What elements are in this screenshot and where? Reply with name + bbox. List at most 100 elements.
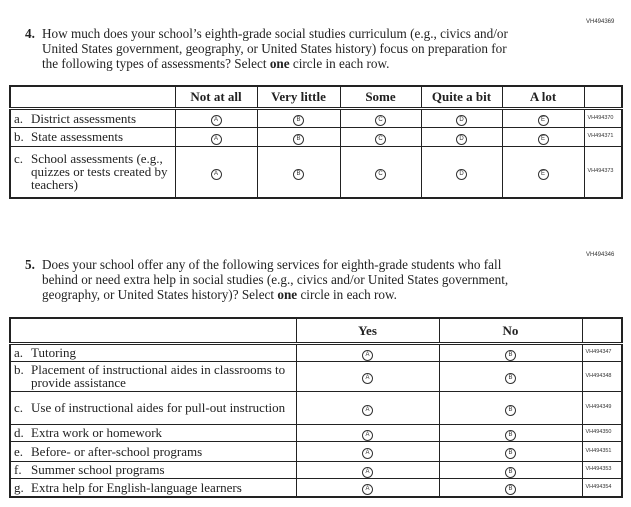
response-cell: A [174, 107, 258, 128]
row-letter: b. [14, 129, 24, 144]
response-cell: D [420, 126, 503, 147]
response-cell: A [295, 460, 440, 479]
response-cell: C [339, 126, 422, 147]
response-cell: D [420, 145, 503, 199]
response-bubble[interactable]: A [362, 349, 373, 361]
table-row: c. Use of instructional aides for pull-ou… [9, 390, 623, 425]
response-bubble[interactable]: B [505, 466, 516, 478]
response-bubble[interactable]: C [375, 115, 386, 126]
response-bubble[interactable]: A [362, 429, 373, 441]
response-cell: E [501, 107, 585, 128]
row-text: State assessments [31, 129, 124, 144]
question-text: Does your school offer any of the follow… [42, 257, 509, 302]
response-cell: C [339, 107, 422, 128]
row-letter: b. [14, 362, 24, 377]
response-bubble[interactable]: E [537, 133, 549, 145]
response-cell: B [438, 342, 583, 362]
table-row: e. Before- or after-school programs A B VH49… [9, 440, 623, 462]
response-bubble[interactable]: D [456, 115, 467, 126]
response-bubble[interactable]: E [537, 168, 549, 180]
response-cell: B [438, 390, 583, 425]
response-bubble[interactable]: B [505, 373, 516, 384]
response-bubble[interactable]: A [362, 466, 373, 478]
response-bubble[interactable]: D [456, 133, 467, 145]
response-bubble[interactable]: B [293, 168, 304, 180]
table-row: c. School assessments (e.g., quizzes or t… [9, 145, 623, 199]
header-blank [9, 317, 297, 345]
question-number: 5. [25, 257, 35, 272]
row-text: Use of instructional aides for pull-out … [31, 400, 286, 415]
row-label: e. Before- or after-school programs [9, 440, 297, 462]
table-row: g. Extra help for English-language learne… [9, 477, 623, 498]
response-bubble[interactable]: C [375, 133, 386, 145]
response-cell: B [438, 440, 583, 462]
column-header: Very little [256, 85, 341, 110]
response-cell: B [256, 107, 341, 128]
row-label: c. School assessments (e.g., quizzes or t… [9, 145, 176, 199]
table-row: b. State assessments A B C D E VH494371 [9, 126, 623, 147]
question-number: 4. [25, 26, 35, 41]
question-5: 5. Does your school offer any of the fol… [25, 257, 525, 302]
row-code: VH494370 [583, 107, 623, 128]
column-header: No [438, 317, 583, 345]
response-cell: D [420, 107, 503, 128]
question-text-end: circle in each row. [289, 56, 390, 71]
column-header: Yes [295, 317, 440, 345]
row-label: c. Use of instructional aides for pull-ou… [9, 390, 297, 425]
row-letter: c. [14, 151, 24, 167]
response-bubble[interactable]: B [505, 484, 516, 496]
row-code: VH494348 [581, 360, 623, 392]
response-bubble[interactable]: B [505, 349, 516, 361]
response-bubble[interactable]: A [362, 448, 373, 459]
response-bubble[interactable]: B [293, 133, 304, 145]
question-text: How much does your school’s eighth-grade… [42, 26, 508, 71]
column-header: Quite a bit [420, 85, 503, 110]
column-header: Not at all [174, 85, 258, 110]
row-code: VH494351 [581, 440, 623, 462]
response-cell: A [174, 145, 258, 199]
response-bubble[interactable]: A [362, 404, 373, 416]
row-text: Placement of instructional aides in clas… [31, 362, 286, 390]
response-cell: A [295, 477, 440, 498]
row-label: f. Summer school programs [9, 460, 297, 479]
q4-table: Not at all Very little Some Quite a bit A lo… [9, 85, 623, 199]
question-4: 4. How much does your school’s eighth-gr… [25, 26, 525, 71]
response-bubble[interactable]: A [210, 115, 222, 126]
row-label: b. State assessments [9, 126, 176, 147]
response-cell: B [438, 477, 583, 498]
response-cell: E [501, 145, 585, 199]
table-row: d. Extra work or homework A B VH494350 [9, 423, 623, 442]
row-label: g. Extra help for English-language learne… [9, 477, 297, 498]
response-cell: C [339, 145, 422, 199]
response-bubble[interactable]: E [537, 115, 549, 126]
table-row: f. Summer school programs A B VH494353 [9, 460, 623, 479]
row-code: VH494373 [583, 145, 623, 199]
response-cell: A [295, 360, 440, 392]
row-code: VH494350 [581, 423, 623, 442]
response-cell: B [256, 145, 341, 199]
response-cell: A [174, 126, 258, 147]
response-cell: A [295, 423, 440, 442]
response-bubble[interactable]: B [293, 115, 304, 126]
row-code: VH494349 [581, 390, 623, 425]
q5-table: Yes No a. Tutoring A B VH494347 b. Placement of … [9, 317, 623, 498]
response-bubble[interactable]: B [505, 404, 516, 416]
response-bubble[interactable]: A [210, 133, 222, 145]
header-code-blank [583, 85, 623, 110]
row-text: Extra help for English-language learners [31, 479, 242, 495]
response-bubble[interactable]: B [505, 429, 516, 441]
response-cell: B [438, 360, 583, 392]
response-bubble[interactable]: A [210, 168, 222, 180]
row-text: Before- or after-school programs [31, 443, 203, 459]
row-code: VH494347 [581, 342, 623, 362]
response-cell: E [501, 126, 585, 147]
question-emphasis: one [269, 56, 290, 71]
column-header: Some [339, 85, 422, 110]
table-row: b. Placement of instructional aides in cl… [9, 360, 623, 392]
question-emphasis: one [277, 287, 298, 302]
response-bubble[interactable]: A [362, 373, 373, 384]
response-bubble[interactable]: D [456, 168, 467, 180]
response-bubble[interactable]: A [362, 484, 373, 496]
response-bubble[interactable]: B [505, 448, 516, 459]
response-bubble[interactable]: C [375, 168, 386, 180]
